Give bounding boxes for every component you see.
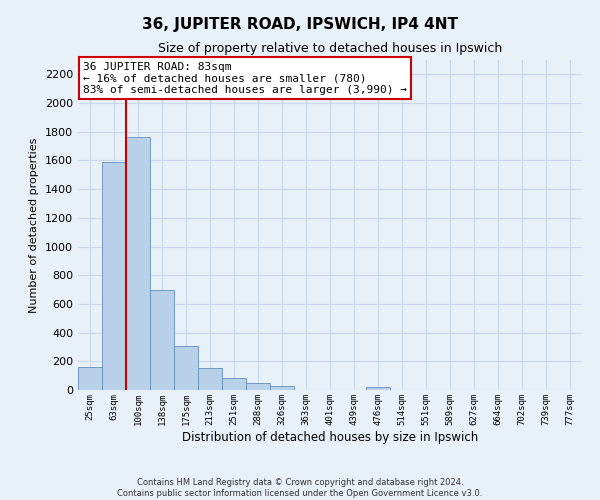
Bar [102,162,126,390]
Bar [246,383,270,390]
Bar [270,386,294,390]
Bar [198,368,222,390]
Bar [126,138,150,390]
Y-axis label: Number of detached properties: Number of detached properties [29,138,40,312]
Text: 36 JUPITER ROAD: 83sqm
← 16% of detached houses are smaller (780)
83% of semi-de: 36 JUPITER ROAD: 83sqm ← 16% of detached… [83,62,407,95]
Bar [222,378,246,390]
Title: Size of property relative to detached houses in Ipswich: Size of property relative to detached ho… [158,42,502,54]
Text: Contains HM Land Registry data © Crown copyright and database right 2024.
Contai: Contains HM Land Registry data © Crown c… [118,478,482,498]
Bar [78,367,102,390]
X-axis label: Distribution of detached houses by size in Ipswich: Distribution of detached houses by size … [182,430,478,444]
Bar [174,346,198,390]
Text: 36, JUPITER ROAD, IPSWICH, IP4 4NT: 36, JUPITER ROAD, IPSWICH, IP4 4NT [142,18,458,32]
Bar [150,290,174,390]
Bar [366,387,390,390]
